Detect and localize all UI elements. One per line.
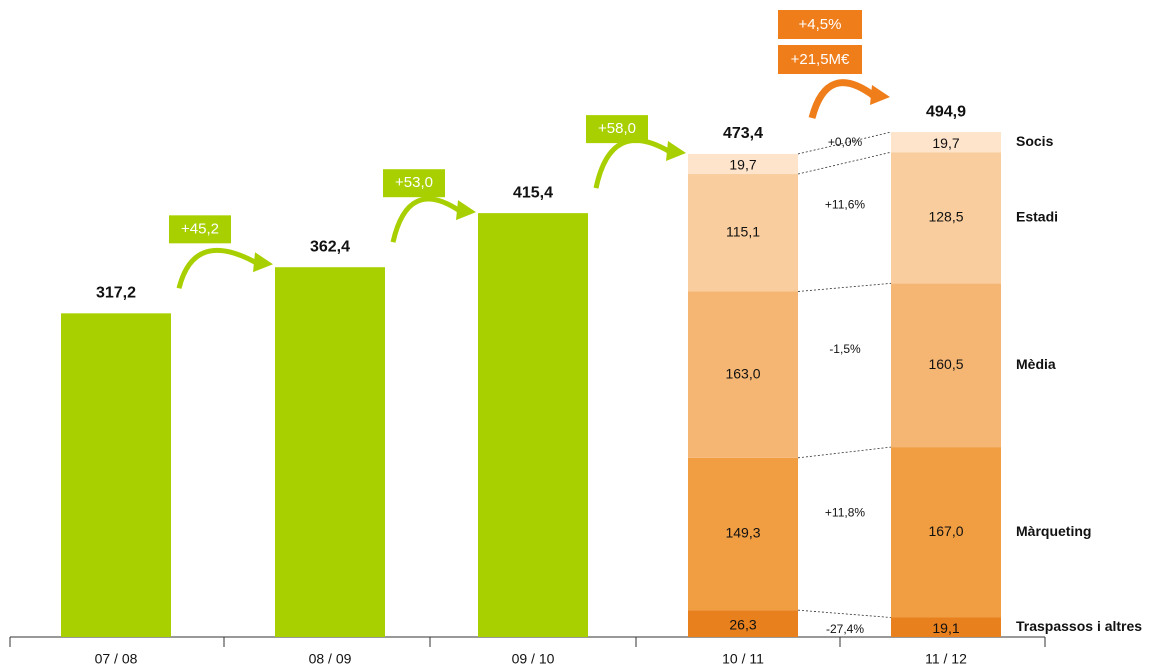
bar [61,313,171,637]
change-label: +0,0% [828,135,863,149]
bar [275,267,385,637]
value-label: 115,1 [726,223,760,239]
growth-label: +45,2 [181,220,219,237]
legend-label: Socis [1016,133,1054,149]
legend-label: Traspassos i altres [1016,618,1142,634]
arrow-head [456,200,476,221]
value-label: 19,7 [729,157,756,173]
x-tick-label: 09 / 10 [512,651,555,667]
bar [891,152,1001,284]
bar [688,610,798,637]
arrow-head [666,140,686,161]
value-label: 149,3 [725,525,760,541]
legend-label: Mèdia [1016,356,1056,372]
connector [797,446,892,459]
bar [891,447,1001,618]
bar [891,132,1001,153]
value-label: 128,5 [928,208,963,224]
value-label: 163,0 [725,365,760,381]
change-label: -27,4% [826,622,864,636]
change-label: +11,8% [825,505,865,519]
connector [797,151,892,175]
legend-label: Màrqueting [1016,523,1091,539]
growth-box [383,169,445,198]
connector [797,609,892,618]
growth-box [778,10,862,39]
total-label: 362,4 [310,238,350,255]
bar [478,213,588,638]
connector [797,282,892,292]
growth-label: +58,0 [598,120,636,137]
growth-box [586,115,648,144]
arrow [593,137,672,189]
arrow [808,79,877,119]
bar [688,153,798,175]
growth-label: +4,5% [799,16,842,33]
value-label: 19,7 [932,135,959,151]
x-tick-label: 11 / 12 [925,651,967,667]
bar [688,174,798,292]
growth-box [778,45,862,74]
growth-label: +53,0 [395,174,433,191]
value-label: 167,0 [928,523,963,539]
bar [688,291,798,458]
x-tick-label: 07 / 08 [95,651,138,667]
change-label: -1,5% [829,342,861,356]
bar [688,457,798,611]
bar [891,617,1001,637]
bar [891,283,1001,448]
legend-label: Estadi [1016,208,1058,224]
arrow-head [253,252,273,273]
x-tick-label: 10 / 11 [722,651,764,667]
growth-label: +21,5M€ [791,51,850,68]
change-label: +11,6% [825,197,865,211]
x-tick-label: 08 / 09 [309,651,352,667]
total-label: 415,4 [513,184,553,201]
growth-box [169,215,231,244]
total-label: 473,4 [723,125,763,142]
arrow [176,247,259,289]
total-label: 494,9 [926,103,966,120]
total-label: 317,2 [96,285,136,302]
value-label: 19,1 [932,620,959,636]
arrow [390,196,462,243]
arrow-head [870,85,890,105]
value-label: 160,5 [928,356,963,372]
value-label: 26,3 [729,616,756,632]
